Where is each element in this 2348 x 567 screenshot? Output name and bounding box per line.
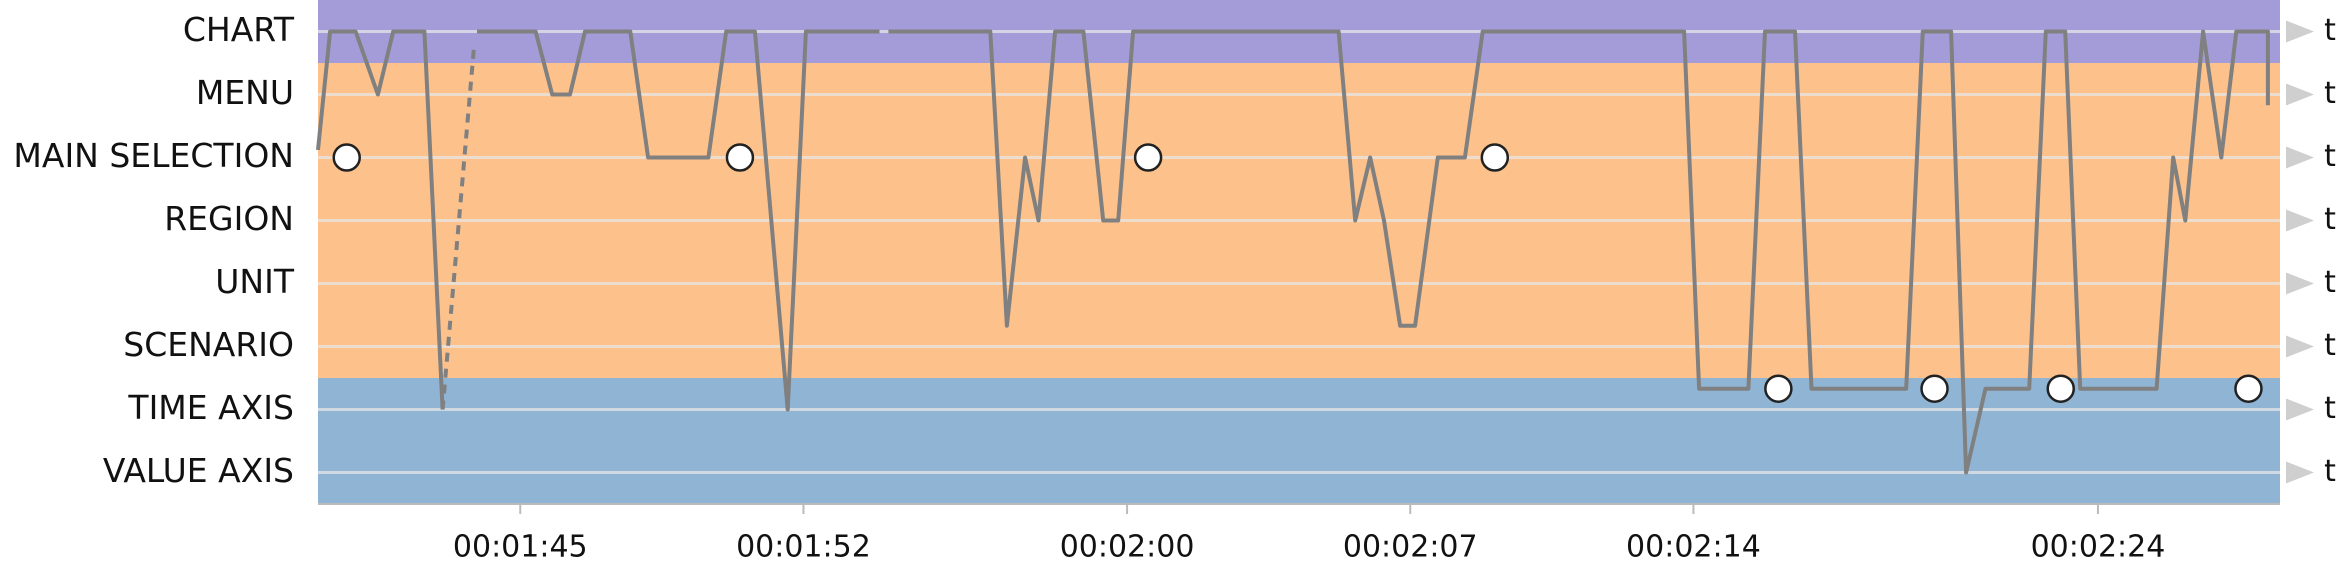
row-band <box>318 378 2280 504</box>
event-marker <box>1764 374 1793 403</box>
x-tick-label: 00:02:24 <box>2031 530 2166 565</box>
row-arrow <box>2286 272 2314 295</box>
row-end-label: t <box>2324 139 2336 174</box>
row-arrow <box>2286 146 2314 169</box>
row-end-label: t <box>2324 202 2336 237</box>
row-arrow <box>2286 83 2314 106</box>
event-marker <box>725 143 755 172</box>
y-tick-label: CHART <box>183 10 295 49</box>
gaze-line <box>440 44 477 410</box>
y-tick-label: UNIT <box>215 262 295 301</box>
gaze-line <box>316 29 2270 475</box>
row-arrow <box>2286 398 2314 421</box>
y-tick-label: REGION <box>164 199 294 238</box>
event-marker <box>2046 374 2075 403</box>
y-tick-label: MENU <box>196 73 294 112</box>
row-end-label: t <box>2324 391 2336 426</box>
event-marker <box>1920 374 1949 403</box>
x-tick-label: 00:02:14 <box>1626 530 1761 565</box>
row-end-label: t <box>2324 454 2336 489</box>
y-tick-label: MAIN SELECTION <box>13 136 294 175</box>
event-marker <box>332 143 361 172</box>
y-tick-label: VALUE AXIS <box>103 451 294 490</box>
row-end-label: t <box>2324 265 2336 300</box>
y-tick-label: TIME AXIS <box>127 388 294 427</box>
row-arrow <box>2286 335 2314 358</box>
row-arrow <box>2286 209 2314 232</box>
x-tick-label: 00:01:45 <box>453 530 588 565</box>
x-tick-label: 00:01:52 <box>736 530 871 565</box>
row-end-label: t <box>2324 328 2336 363</box>
x-tick-label: 00:02:07 <box>1343 530 1478 565</box>
row-arrow <box>2286 461 2314 484</box>
row-end-label: t <box>2324 13 2336 48</box>
event-marker <box>1480 143 1510 172</box>
row-arrow <box>2286 20 2314 43</box>
event-marker <box>1133 143 1163 172</box>
event-marker <box>2234 374 2263 403</box>
row-end-label: t <box>2324 76 2336 111</box>
y-tick-label: SCENARIO <box>123 325 294 364</box>
x-tick-label: 00:02:00 <box>1060 530 1195 565</box>
